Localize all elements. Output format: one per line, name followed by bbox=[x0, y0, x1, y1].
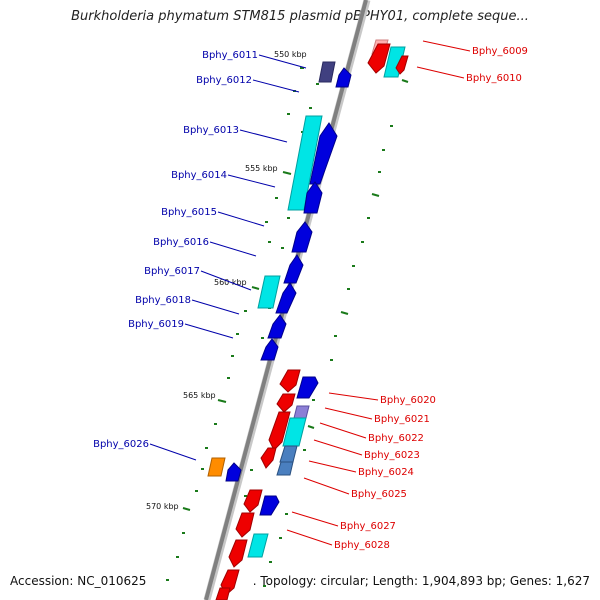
gene-label-bphy-6023[interactable]: Bphy_6023 bbox=[364, 450, 420, 461]
scale-label: 550 kbp bbox=[274, 50, 307, 59]
gene-bphy-6017[interactable] bbox=[257, 275, 281, 309]
gene-bphy-6021[interactable] bbox=[293, 405, 310, 419]
gene-bphy-6018[interactable] bbox=[275, 282, 297, 314]
gene-bphy-6009[interactable] bbox=[367, 43, 391, 74]
gene-bphy-6020[interactable] bbox=[296, 376, 319, 399]
tick-marks bbox=[166, 67, 409, 587]
gene-label-bphy-6009[interactable]: Bphy_6009 bbox=[472, 46, 528, 57]
gene-red-lower-3[interactable] bbox=[215, 587, 231, 600]
gene-bphy-6020-red[interactable] bbox=[279, 369, 301, 393]
genome-summary-text: . Topology: circular; Length: 1,904,893 … bbox=[252, 574, 590, 588]
gene-bphy-6019-b[interactable] bbox=[260, 338, 279, 361]
gene-bphy-6022-red[interactable] bbox=[268, 411, 291, 451]
gene-label-bphy-6019[interactable]: Bphy_6019 bbox=[128, 319, 184, 330]
map-title: Burkholderia phymatum STM815 plasmid pBP… bbox=[71, 9, 529, 24]
right-labels bbox=[286, 40, 471, 546]
gene-label-bphy-6011[interactable]: Bphy_6011 bbox=[202, 50, 258, 61]
scale-label: 570 kbp bbox=[146, 502, 179, 511]
gene-label-bphy-6026[interactable]: Bphy_6026 bbox=[93, 439, 149, 450]
gene-label-bphy-6015[interactable]: Bphy_6015 bbox=[161, 207, 217, 218]
gene-label-bphy-6024[interactable]: Bphy_6024 bbox=[358, 467, 414, 478]
gene-bphy-6011[interactable] bbox=[318, 61, 336, 83]
gene-bphy-6010[interactable] bbox=[395, 55, 409, 75]
gene-bphy-6016[interactable] bbox=[283, 254, 304, 284]
gene-label-bphy-6020[interactable]: Bphy_6020 bbox=[380, 395, 436, 406]
accession-text: Accession: NC_010625 bbox=[10, 574, 147, 588]
gene-bphy-6013-arrow[interactable] bbox=[309, 122, 338, 185]
left-labels bbox=[149, 54, 307, 461]
gene-label-bphy-6027[interactable]: Bphy_6027 bbox=[340, 521, 396, 532]
gene-bphy-6024-red[interactable] bbox=[260, 447, 277, 469]
gene-bphy-6028[interactable] bbox=[247, 533, 269, 558]
gene-label-bphy-6025[interactable]: Bphy_6025 bbox=[351, 489, 407, 500]
gene-bphy-6024[interactable] bbox=[276, 461, 294, 476]
gene-bphy-6022[interactable] bbox=[282, 417, 307, 447]
gene-bphy-6014[interactable] bbox=[303, 181, 323, 214]
gene-red-lower-1[interactable] bbox=[228, 539, 248, 568]
gene-bphy-6027[interactable] bbox=[259, 495, 280, 516]
gene-bphy-6028-red[interactable] bbox=[235, 512, 255, 538]
gene-label-bphy-6016[interactable]: Bphy_6016 bbox=[153, 237, 209, 248]
gene-label-bphy-6028[interactable]: Bphy_6028 bbox=[334, 540, 390, 551]
gene-bphy-6019[interactable] bbox=[267, 314, 287, 339]
gene-label-bphy-6017[interactable]: Bphy_6017 bbox=[144, 266, 200, 277]
gene-bphy-6023[interactable] bbox=[279, 445, 298, 463]
gene-label-bphy-6022[interactable]: Bphy_6022 bbox=[368, 433, 424, 444]
right-strand-genes bbox=[215, 39, 409, 600]
gene-bphy-6015[interactable] bbox=[291, 221, 313, 253]
gene-bphy-6026[interactable] bbox=[225, 462, 242, 482]
gene-bphy-6027-red[interactable] bbox=[243, 489, 263, 513]
gene-label-bphy-6014[interactable]: Bphy_6014 bbox=[171, 170, 227, 181]
left-strand-genes bbox=[207, 61, 352, 482]
gene-bphy-6026-orange[interactable] bbox=[207, 457, 226, 477]
gene-bphy-6012[interactable] bbox=[335, 67, 352, 88]
gene-label-bphy-6010[interactable]: Bphy_6010 bbox=[466, 73, 522, 84]
scale-label: 565 kbp bbox=[183, 391, 216, 400]
scale-label: 555 kbp bbox=[245, 164, 278, 173]
gene-label-bphy-6018[interactable]: Bphy_6018 bbox=[135, 295, 191, 306]
gene-label-bphy-6013[interactable]: Bphy_6013 bbox=[183, 125, 239, 136]
gene-label-bphy-6021[interactable]: Bphy_6021 bbox=[374, 414, 430, 425]
gene-bphy-6021-red[interactable] bbox=[276, 393, 296, 413]
gene-label-bphy-6012[interactable]: Bphy_6012 bbox=[196, 75, 252, 86]
